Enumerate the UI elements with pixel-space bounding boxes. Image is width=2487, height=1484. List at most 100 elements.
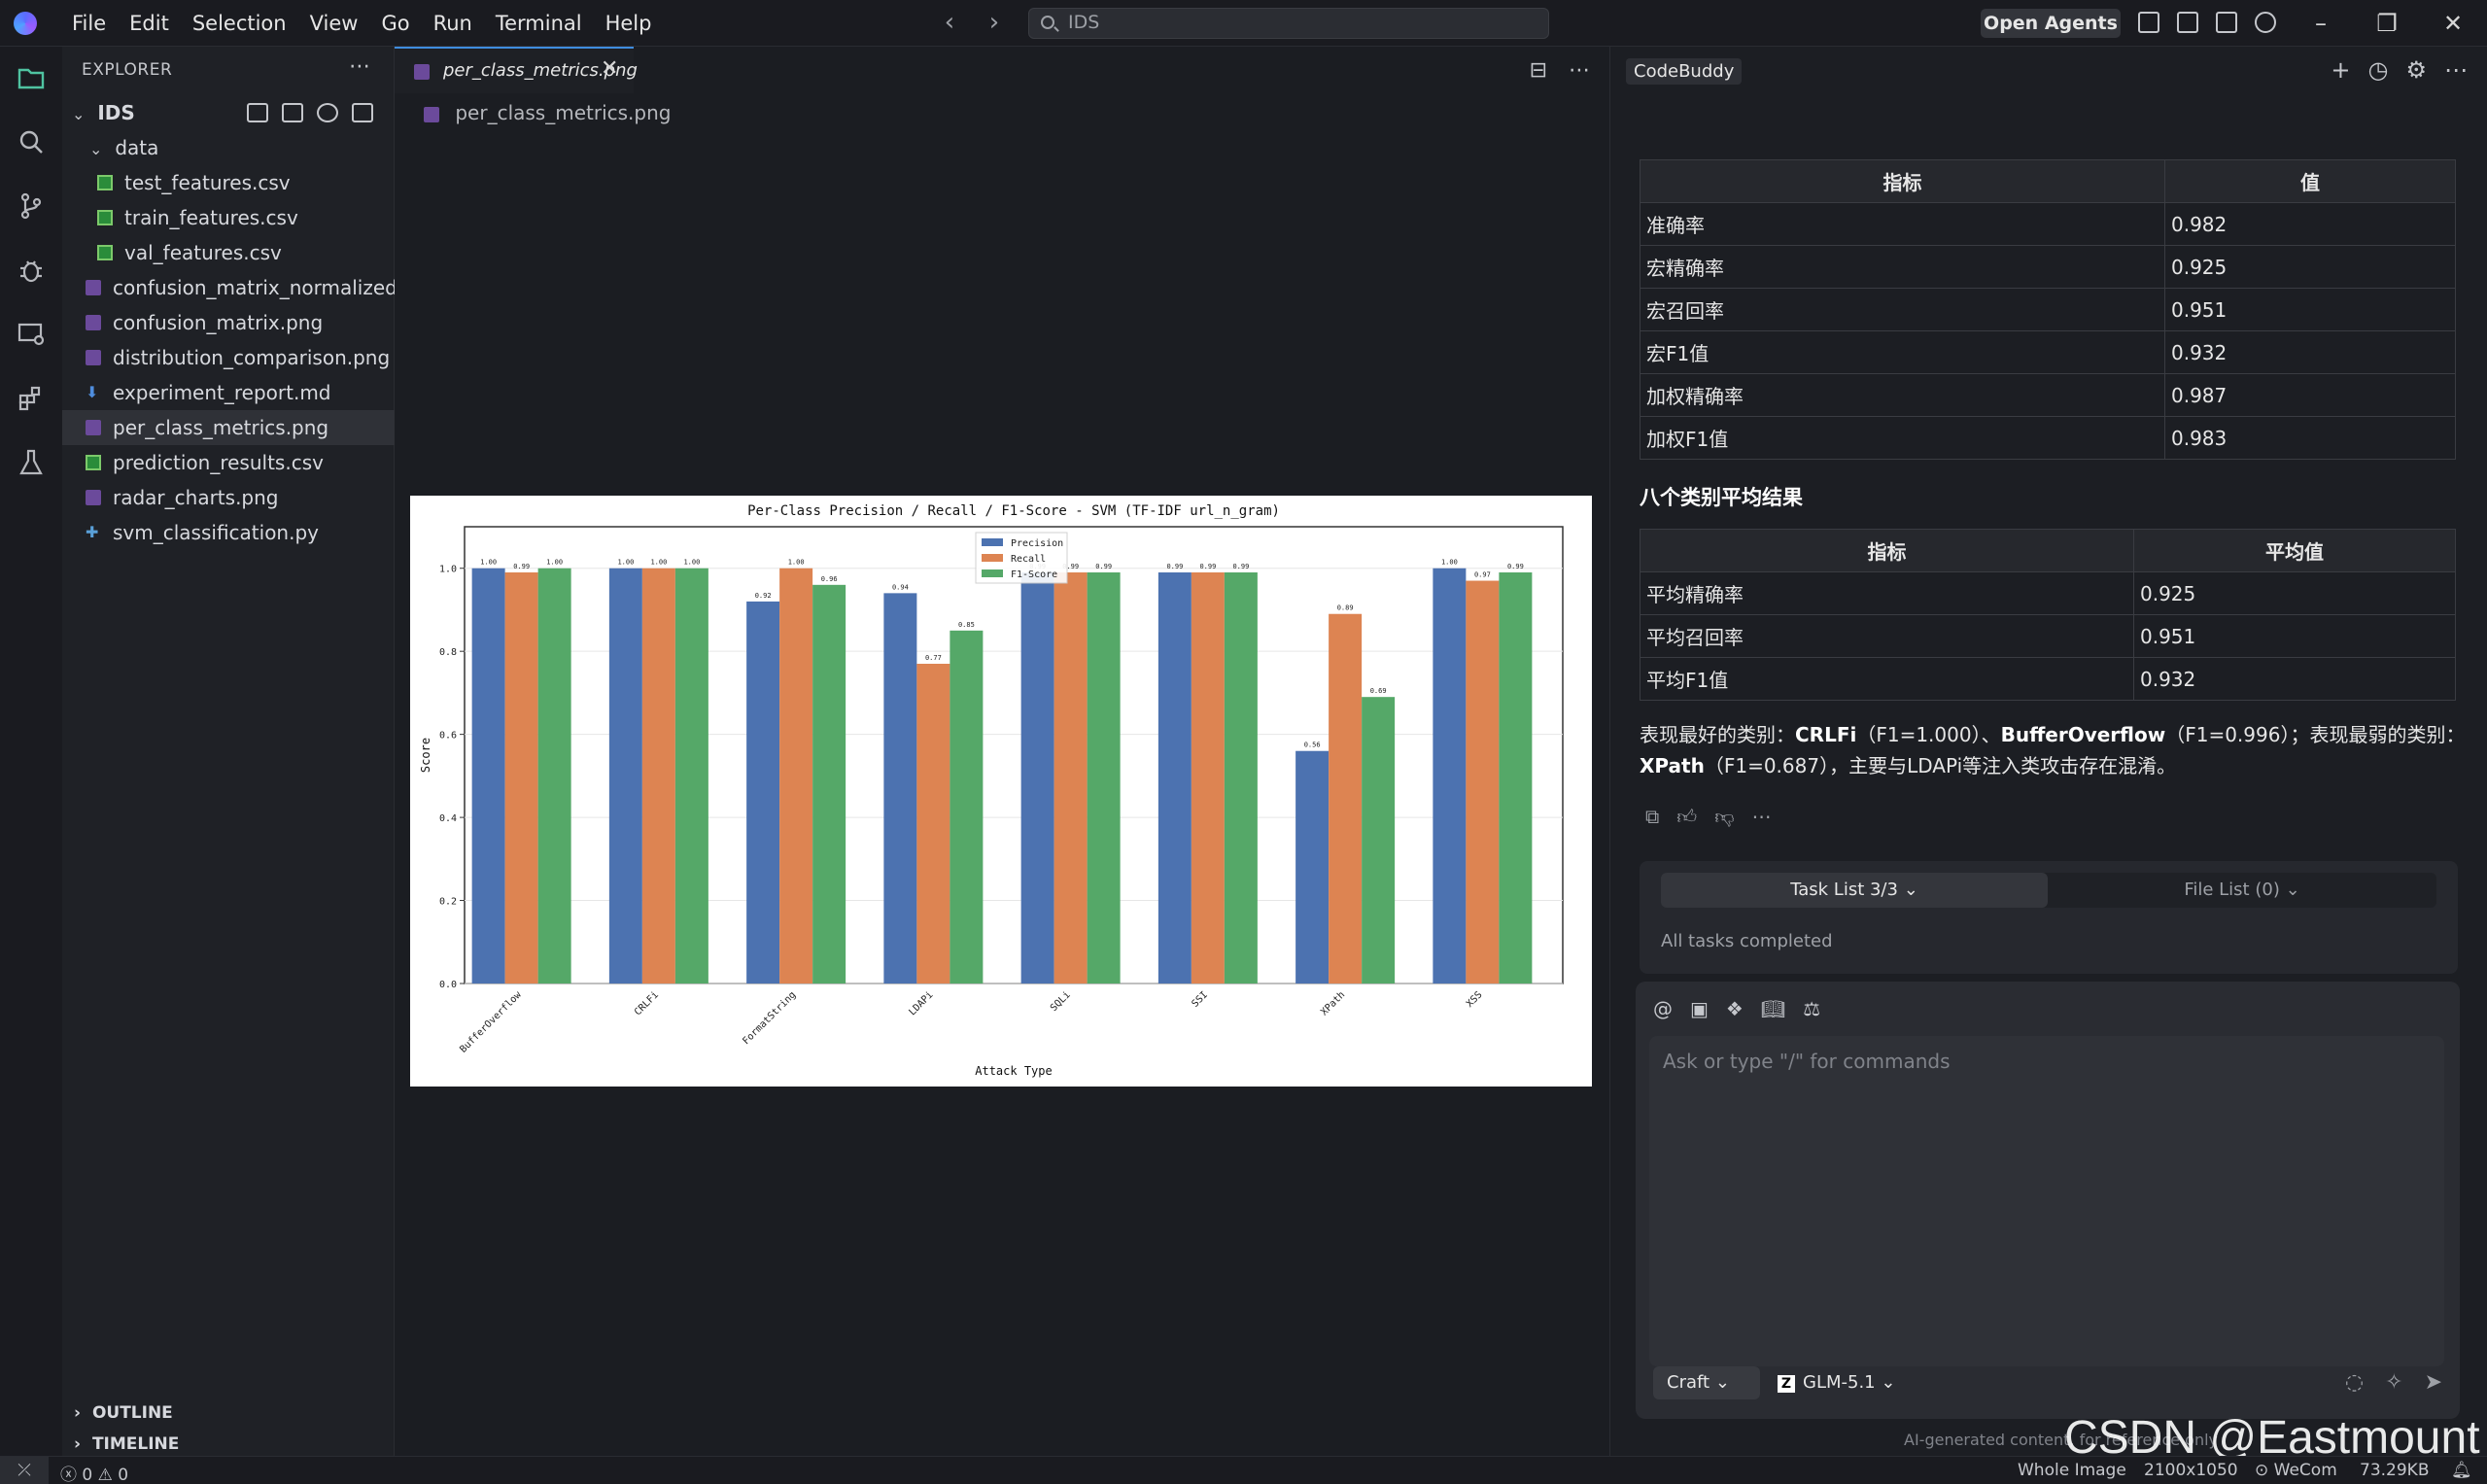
x-tick-label: SSI	[1190, 989, 1210, 1010]
testing-flask-icon[interactable]	[16, 447, 47, 478]
thumbs-up-icon[interactable]: 👍︎	[1676, 805, 1698, 828]
editor-more-icon[interactable]: ⋯	[1569, 58, 1590, 83]
table-row: 平均召回率 0.951	[1640, 614, 2456, 658]
copy-icon[interactable]: ⧉	[1645, 805, 1660, 828]
history-icon[interactable]: ◷	[2367, 56, 2389, 84]
bar	[1433, 568, 1467, 984]
prompt-input[interactable]: Ask or type "/" for commands	[1649, 1036, 2444, 1366]
model-select[interactable]: Z GLM-5.1 ⌄	[1778, 1366, 1895, 1399]
menu-terminal[interactable]: Terminal	[495, 12, 582, 35]
toggle-primary-sidebar-icon[interactable]	[2138, 12, 2159, 33]
menu-edit[interactable]: Edit	[129, 12, 169, 35]
file-item[interactable]: train_features.csv	[62, 200, 395, 235]
file-item[interactable]: confusion_matrix_normalized.png	[62, 270, 440, 305]
summary-part: （F1=1.000）、	[1856, 723, 2001, 746]
send-icon[interactable]: ➤	[2424, 1370, 2442, 1395]
worst-class: XPath	[1640, 754, 1705, 777]
refresh-icon[interactable]	[317, 103, 338, 122]
toggle-secondary-sidebar-icon[interactable]	[2216, 12, 2237, 33]
new-chat-icon[interactable]: +	[2331, 56, 2351, 84]
tree-folder-data[interactable]: ⌄ data	[62, 130, 395, 165]
bar-value-label: 0.77	[925, 654, 942, 662]
menu-view[interactable]: View	[309, 12, 359, 35]
file-label: confusion_matrix_normalized.png	[113, 276, 441, 299]
menu-run[interactable]: Run	[432, 12, 472, 35]
back-arrow-icon[interactable]: ‹	[944, 8, 955, 37]
timeline-section[interactable]: › TIMELINE	[74, 1434, 179, 1454]
task-tab-label: Task List 3/3	[1790, 880, 1898, 900]
file-item[interactable]: prediction_results.csv	[62, 445, 395, 480]
settings-gear-icon[interactable]: ⚙	[2405, 56, 2427, 84]
bar-value-label: 1.00	[617, 559, 634, 567]
x-tick-label: SQLi	[1049, 989, 1073, 1014]
outline-section[interactable]: › OUTLINE	[74, 1403, 173, 1423]
bar-value-label: 0.99	[1095, 563, 1112, 570]
mention-icon[interactable]: @	[1653, 997, 1673, 1020]
source-control-icon[interactable]	[16, 190, 47, 222]
close-window-icon[interactable]: ✕	[2442, 10, 2464, 37]
account-icon[interactable]	[2255, 12, 2276, 33]
task-list-tab[interactable]: Task List 3/3 ⌄	[1661, 873, 2048, 908]
bar-value-label: 0.89	[1337, 604, 1354, 612]
explorer-icon[interactable]	[16, 62, 47, 93]
y-tick-label: 0.6	[439, 731, 457, 742]
rules-icon[interactable]: ⚖	[1803, 997, 1821, 1020]
outline-label: OUTLINE	[91, 1403, 173, 1423]
file-item[interactable]: test_features.csv	[62, 165, 395, 200]
remote-indicator-icon[interactable]: ⤫	[0, 1457, 49, 1484]
chat-input-box: @ ▣ ❖ 📖︎ ⚖ Ask or type "/" for commands …	[1636, 982, 2460, 1419]
panel-more-icon[interactable]: ⋯	[2444, 56, 2468, 84]
menu-selection[interactable]: Selection	[191, 12, 287, 35]
menu-bar: File Edit Selection View Go Run Terminal…	[60, 0, 663, 47]
best-class: BufferOverflow	[2000, 723, 2166, 746]
extensions-icon[interactable]	[16, 383, 47, 414]
error-count: 0	[82, 1466, 93, 1484]
enhance-prompt-icon[interactable]: ✧	[2385, 1370, 2403, 1395]
book-icon[interactable]: 📖︎	[1760, 997, 1786, 1020]
split-editor-icon[interactable]: ⊟	[1529, 58, 1547, 83]
mode-select[interactable]: Craft ⌄	[1653, 1366, 1760, 1399]
more-icon[interactable]: ⋯	[1751, 805, 1772, 828]
tree-root[interactable]: ⌄ IDS	[62, 95, 395, 130]
restore-icon[interactable]: ❐	[2376, 10, 2398, 37]
thumbs-down-icon[interactable]: 👎︎	[1714, 805, 1735, 828]
view-mode[interactable]: Whole Image	[2018, 1461, 2126, 1480]
png-file-icon	[86, 489, 101, 505]
menu-help[interactable]: Help	[604, 12, 652, 35]
toggle-panel-icon[interactable]	[2177, 12, 2198, 33]
remote-explorer-icon[interactable]	[16, 319, 47, 350]
file-item[interactable]: distribution_comparison.png	[62, 340, 395, 375]
file-item[interactable]: val_features.csv	[62, 235, 395, 270]
file-label: radar_charts.png	[113, 486, 279, 509]
breadcrumb[interactable]: per_class_metrics.png	[424, 101, 671, 124]
new-folder-icon[interactable]	[282, 103, 303, 122]
wecom-status[interactable]: ⊙ WeCom	[2255, 1461, 2337, 1480]
search-icon[interactable]	[16, 126, 47, 157]
file-item[interactable]: per_class_metrics.png	[62, 410, 395, 445]
problems-indicator[interactable]: ⓧ 0 ⚠ 0	[60, 1461, 128, 1484]
new-file-icon[interactable]	[247, 103, 268, 122]
explorer-more-icon[interactable]: ⋯	[349, 54, 370, 79]
file-item[interactable]: confusion_matrix.png	[62, 305, 395, 340]
image-icon[interactable]: ▣	[1690, 997, 1709, 1020]
file-item[interactable]: ✚ svm_classification.py	[62, 515, 395, 550]
notifications-bell-icon[interactable]: 🔔︎	[2451, 1461, 2472, 1480]
figma-icon[interactable]: ❖	[1725, 997, 1744, 1020]
bar-value-label: 0.92	[755, 592, 772, 600]
file-list-tab[interactable]: File List (0) ⌄	[2048, 873, 2436, 908]
file-item[interactable]: ⬇ experiment_report.md	[62, 375, 395, 410]
menu-go[interactable]: Go	[381, 12, 410, 35]
forward-arrow-icon[interactable]: ›	[988, 8, 1000, 37]
command-center-search[interactable]: IDS	[1028, 8, 1549, 39]
file-label: prediction_results.csv	[113, 451, 324, 474]
menu-file[interactable]: File	[72, 12, 107, 35]
open-agents-button[interactable]: Open Agents	[1981, 9, 2121, 38]
file-item[interactable]: radar_charts.png	[62, 480, 395, 515]
minimize-icon[interactable]: –	[2315, 10, 2327, 37]
collapse-all-icon[interactable]	[352, 103, 373, 122]
y-tick-label: 0.4	[439, 813, 457, 824]
bar-value-label: 1.00	[683, 559, 700, 567]
tab-close-icon[interactable]: ✕	[601, 56, 619, 81]
run-debug-icon[interactable]	[16, 255, 47, 286]
editor-tab-active[interactable]: per_class_metrics.png ✕	[395, 47, 638, 93]
